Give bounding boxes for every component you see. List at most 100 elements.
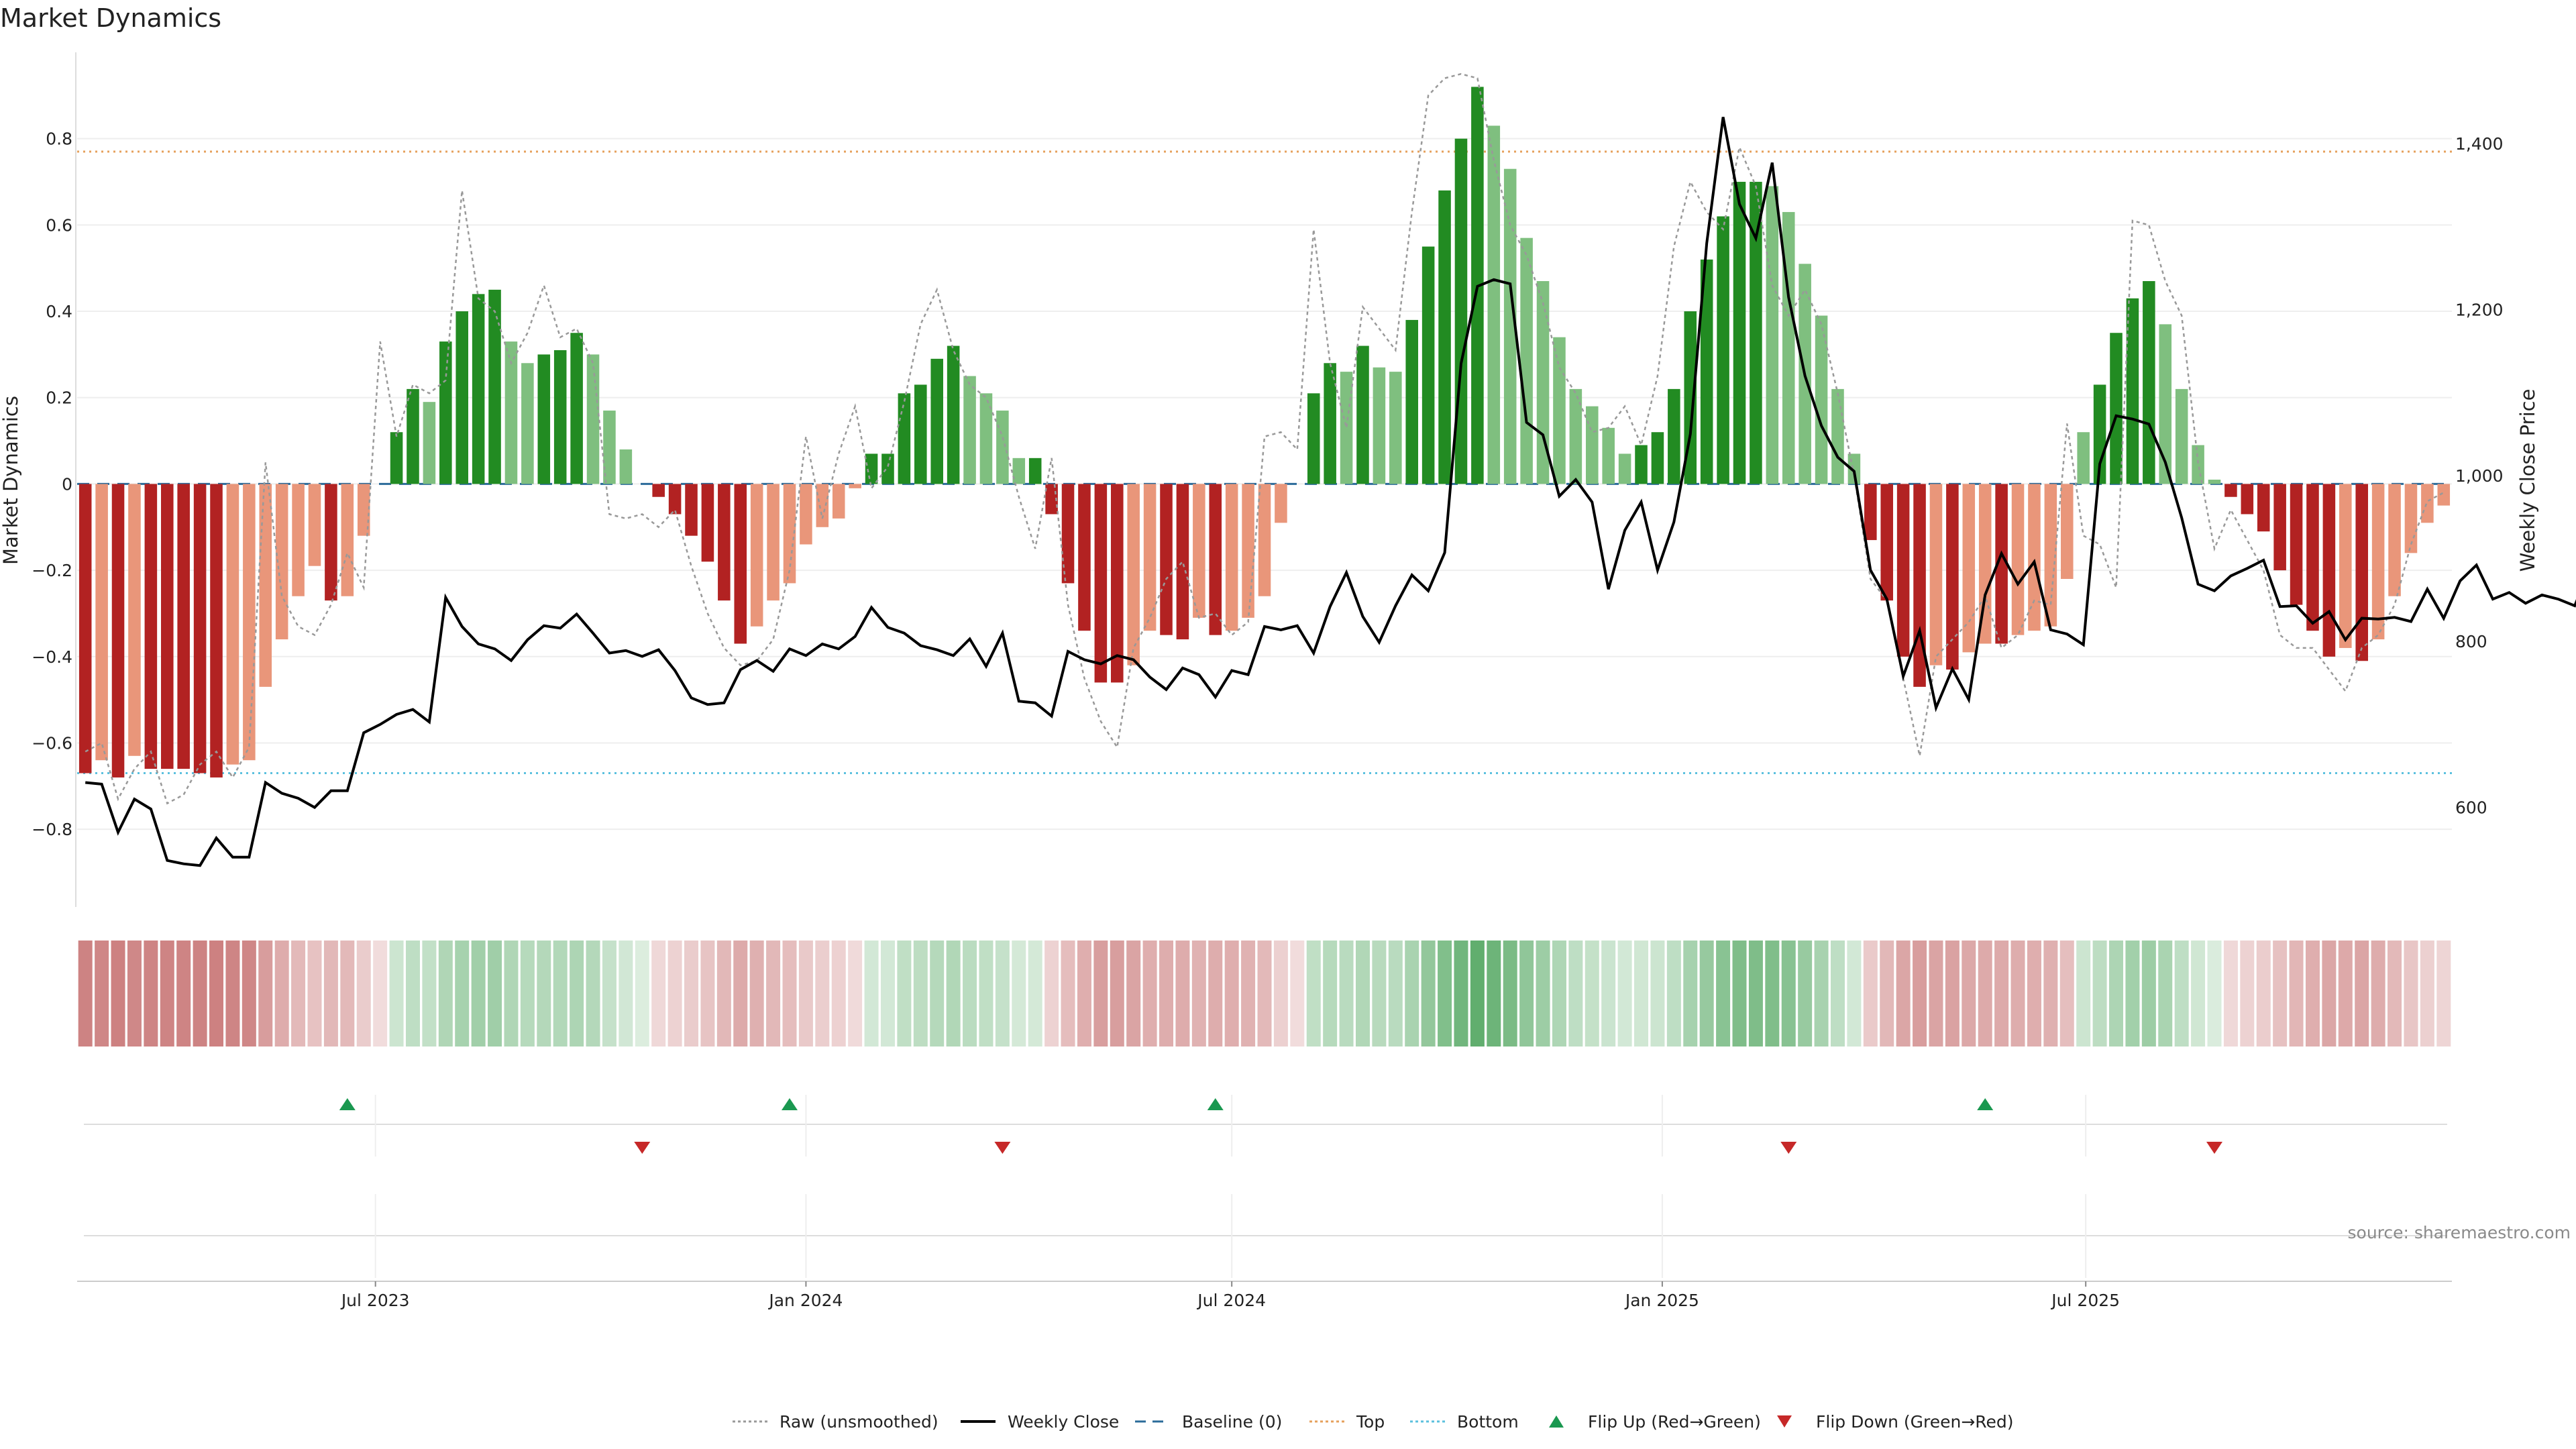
source-note: source: sharemaestro.com (2348, 1223, 2571, 1242)
regime-cell (2338, 941, 2353, 1046)
regime-cell (438, 941, 453, 1046)
bar (979, 393, 993, 484)
bar (308, 484, 321, 566)
regime-cell (1110, 941, 1124, 1046)
bar (521, 363, 534, 484)
regime-cell (1470, 941, 1485, 1046)
bar (1061, 484, 1075, 584)
regime-cell (373, 941, 388, 1046)
bar (1896, 484, 1910, 657)
regime-cell (930, 941, 945, 1046)
legend-label: Bottom (1457, 1412, 1519, 1432)
legend-label: Flip Up (Red→Green) (1588, 1412, 1761, 1432)
regime-cell (340, 941, 355, 1046)
regime-cell (2076, 941, 2091, 1046)
bar (1143, 484, 1157, 631)
regime-cell (2092, 941, 2107, 1046)
bar (2388, 484, 2401, 596)
regime-cell (1438, 941, 1452, 1046)
left-tick-label: −0.6 (32, 733, 72, 753)
legend-flip-down-icon (1777, 1415, 1792, 1428)
right-tick-label: 1,000 (2455, 466, 2504, 486)
regime-cell (1896, 941, 1911, 1046)
regime-cell (2059, 941, 2074, 1046)
regime-cell (2109, 941, 2124, 1046)
bar (2355, 484, 2369, 661)
regime-cell (2420, 941, 2434, 1046)
regime-cell (782, 941, 797, 1046)
regime-cell (2158, 941, 2173, 1046)
regime-cell (225, 941, 240, 1046)
flip-down-marker (994, 1142, 1011, 1154)
bar (325, 484, 337, 601)
regime-cell (1814, 941, 1829, 1046)
regime-cell (1732, 941, 1747, 1046)
regime-cell (2174, 941, 2189, 1046)
flip-up-marker (1977, 1098, 1994, 1110)
bar (1700, 259, 1713, 484)
regime-cell (2223, 941, 2238, 1046)
bar (1373, 367, 1386, 484)
bar (259, 484, 272, 687)
bar (586, 354, 600, 484)
bar (603, 411, 616, 484)
regime-cell (537, 941, 551, 1046)
regime-cell (1585, 941, 1599, 1046)
regime-cell (963, 941, 977, 1046)
bar (996, 411, 1009, 484)
regime-cell (1650, 941, 1665, 1046)
regime-cell (1748, 941, 1763, 1046)
regime-cell (2141, 941, 2156, 1046)
left-tick-label: 0.2 (46, 388, 72, 408)
regime-cell (2273, 941, 2288, 1046)
bar (1160, 484, 1173, 635)
regime-cell (2207, 941, 2222, 1046)
regime-cell (1863, 941, 1878, 1046)
bar (2143, 281, 2155, 484)
regime-cell (700, 941, 715, 1046)
bar (210, 484, 223, 777)
bar (2241, 484, 2254, 515)
regime-cell (193, 941, 207, 1046)
regime-cell (619, 941, 633, 1046)
bar (1503, 168, 1517, 484)
bar (2077, 432, 2090, 484)
bar (1880, 484, 1894, 601)
bar (1815, 315, 1828, 484)
bar (1324, 363, 1336, 484)
bar (1127, 484, 1140, 665)
regime-cell (504, 941, 519, 1046)
regime-cell (1323, 941, 1338, 1046)
bar (390, 432, 403, 484)
bar (2159, 324, 2172, 484)
regime-cell (1273, 941, 1288, 1046)
bar (2044, 484, 2057, 627)
bar (1733, 182, 1746, 484)
regime-cell (749, 941, 764, 1046)
bar (2437, 484, 2451, 506)
bar (95, 484, 108, 761)
flip-markers-panel (84, 1095, 2447, 1278)
regime-cell (946, 941, 961, 1046)
right-tick-label: 800 (2455, 632, 2487, 651)
regime-cell (1568, 941, 1583, 1046)
bar (1750, 182, 1762, 484)
bar (2175, 388, 2188, 484)
bar (1258, 484, 1271, 596)
regime-cell (553, 941, 568, 1046)
bar (407, 388, 419, 484)
bar (2290, 484, 2303, 605)
legend-item: Raw (unsmoothed) (733, 1412, 938, 1432)
regime-cell (95, 941, 109, 1046)
bar (357, 484, 370, 536)
regime-cell (1683, 941, 1698, 1046)
flip-down-marker (2206, 1142, 2222, 1154)
right-tick-label: 600 (2455, 798, 2487, 818)
legend-label: Top (1356, 1412, 1385, 1432)
x-tick-label: Jan 2024 (767, 1291, 843, 1310)
legend-item: Baseline (0) (1135, 1412, 1282, 1432)
raw-unsmoothed-line (85, 72, 2445, 805)
left-tick-label: −0.8 (32, 820, 72, 839)
legend-item: Flip Up (Red→Green) (1549, 1412, 1761, 1432)
